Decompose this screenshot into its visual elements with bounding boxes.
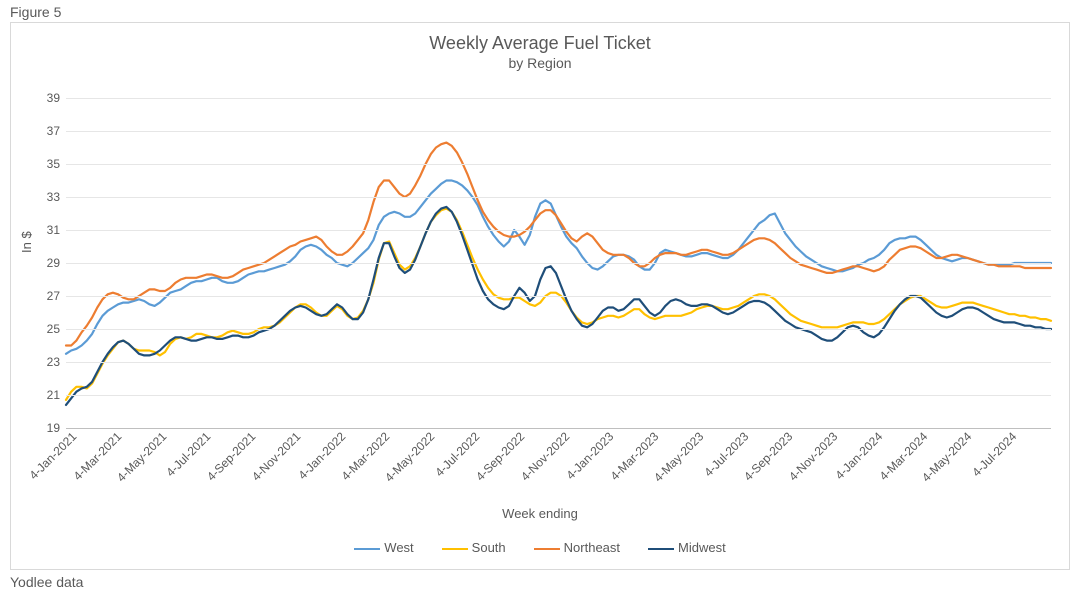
chart-frame: Weekly Average Fuel Ticket by Region In … [10, 22, 1070, 570]
gridline [66, 362, 1051, 363]
y-tick: 29 [47, 256, 66, 270]
x-axis-label: Week ending [11, 506, 1069, 521]
legend-item-northeast: Northeast [534, 540, 620, 555]
y-tick: 25 [47, 322, 66, 336]
y-tick: 35 [47, 157, 66, 171]
plot-area: 19212325272931333537394-Jan-20214-Mar-20… [66, 98, 1051, 428]
series-west [66, 181, 1051, 354]
figure-label: Figure 5 [0, 0, 1085, 22]
gridline [66, 263, 1051, 264]
legend-label: West [384, 540, 413, 555]
legend: West South Northeast Midwest [11, 540, 1069, 555]
series-northeast [66, 143, 1051, 346]
y-tick: 27 [47, 289, 66, 303]
y-tick: 23 [47, 355, 66, 369]
legend-item-west: West [354, 540, 413, 555]
y-tick: 31 [47, 223, 66, 237]
gridline [66, 395, 1051, 396]
gridline [66, 329, 1051, 330]
footer-note: Yodlee data [0, 570, 1085, 590]
gridline [66, 164, 1051, 165]
legend-swatch [648, 548, 674, 550]
x-tick: 4-Jul-2024 [968, 428, 1019, 479]
y-axis-label: In $ [19, 231, 34, 253]
legend-swatch [354, 548, 380, 550]
legend-item-south: South [442, 540, 506, 555]
legend-item-midwest: Midwest [648, 540, 726, 555]
gridline [66, 98, 1051, 99]
series-midwest [66, 207, 1051, 405]
legend-label: Midwest [678, 540, 726, 555]
legend-label: South [472, 540, 506, 555]
y-tick: 33 [47, 190, 66, 204]
legend-label: Northeast [564, 540, 620, 555]
legend-swatch [534, 548, 560, 550]
gridline [66, 230, 1051, 231]
y-tick: 39 [47, 91, 66, 105]
y-tick: 37 [47, 124, 66, 138]
legend-swatch [442, 548, 468, 550]
chart-subtitle: by Region [11, 55, 1069, 71]
gridline [66, 197, 1051, 198]
gridline [66, 131, 1051, 132]
chart-title: Weekly Average Fuel Ticket [11, 23, 1069, 55]
y-tick: 21 [47, 388, 66, 402]
gridline [66, 296, 1051, 297]
